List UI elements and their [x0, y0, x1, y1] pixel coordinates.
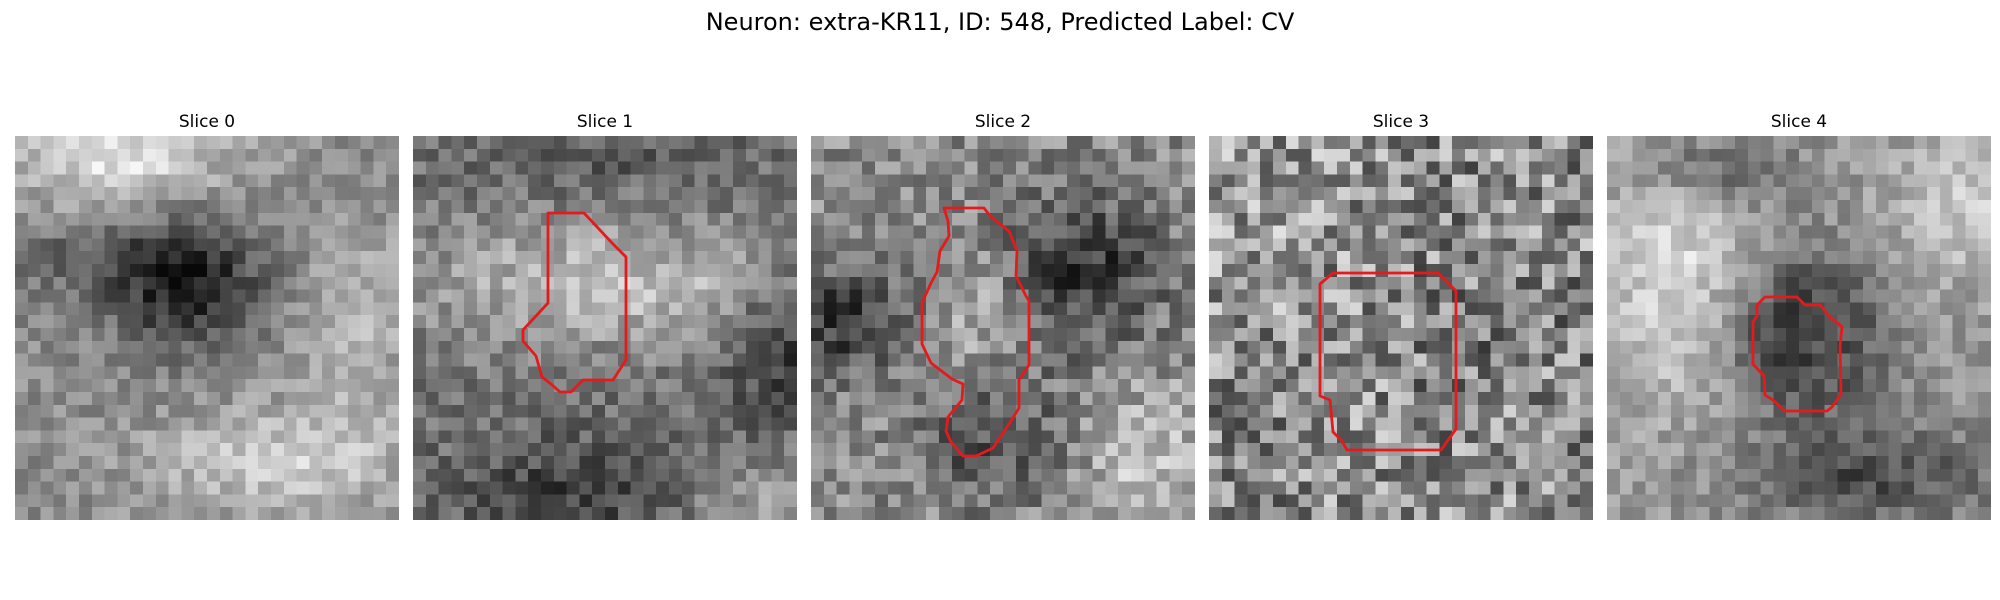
slice-image [811, 136, 1195, 520]
slice-title: Slice 0 [178, 112, 236, 132]
slice-panel-3: Slice 3 [1209, 108, 1593, 520]
slice-image [413, 136, 797, 520]
segmentation-contour [1318, 271, 1458, 452]
slice-panel-2: Slice 2 [811, 108, 1195, 520]
contour-overlay [1751, 295, 1844, 413]
slice-image [1607, 136, 1991, 520]
slice-image-frame [15, 136, 399, 520]
slice-title: Slice 3 [1372, 112, 1430, 132]
segmentation-contour [1751, 295, 1844, 413]
slice-title: Slice 4 [1770, 112, 1828, 132]
segmentation-contour [521, 211, 628, 394]
slice-image [15, 136, 399, 520]
slice-title: Slice 1 [576, 112, 634, 132]
slice-panel-1: Slice 1 [413, 108, 797, 520]
slice-image-frame [413, 136, 797, 520]
slice-image-frame [1607, 136, 1991, 520]
contour-overlay [920, 206, 1031, 458]
contour-overlay [521, 211, 628, 394]
slice-image-frame [811, 136, 1195, 520]
slice-image-frame [1209, 136, 1593, 520]
slice-panel-4: Slice 4 [1607, 108, 1991, 520]
contour-overlay [1318, 271, 1458, 452]
slice-image [1209, 136, 1593, 520]
slice-title: Slice 2 [974, 112, 1032, 132]
slice-panel-0: Slice 0 [15, 108, 399, 520]
figure-title: Neuron: extra-KR11, ID: 548, Predicted L… [705, 8, 1295, 36]
segmentation-contour [920, 206, 1031, 458]
